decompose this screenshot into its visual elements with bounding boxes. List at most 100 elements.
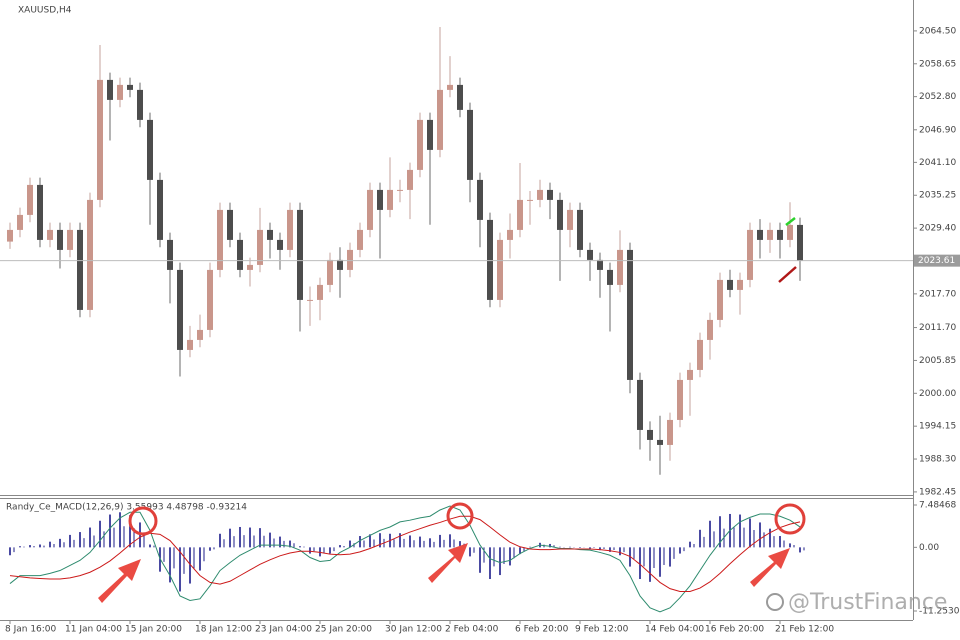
candle-body bbox=[67, 229, 73, 250]
watermark: @TrustFinance bbox=[766, 590, 947, 615]
candle-body bbox=[297, 209, 303, 300]
candle-body bbox=[77, 229, 83, 310]
candle-body bbox=[107, 79, 113, 100]
watermark-icon bbox=[766, 593, 784, 611]
x-tick-label: 16 Feb 20:00 bbox=[705, 625, 764, 635]
candle-body bbox=[467, 109, 473, 180]
candle-body bbox=[27, 184, 33, 215]
candle-body bbox=[557, 199, 563, 230]
candle-body bbox=[287, 209, 293, 250]
candle-body bbox=[127, 84, 133, 90]
candle-body bbox=[797, 224, 803, 261]
indicator-title: Randy_Ce_MACD(12,26,9) 3.55993 4.48798 -… bbox=[6, 503, 247, 513]
candle-body bbox=[537, 189, 543, 200]
candle-body bbox=[717, 279, 723, 320]
candle-body bbox=[187, 339, 193, 350]
candle-body bbox=[227, 209, 233, 240]
candle-body bbox=[347, 249, 353, 270]
candle-body bbox=[667, 419, 673, 445]
candle-body bbox=[577, 209, 583, 250]
candle-body bbox=[17, 214, 23, 230]
highlight-circle bbox=[446, 502, 474, 530]
candle-body bbox=[687, 369, 693, 380]
candle-body bbox=[137, 89, 143, 120]
x-tick-label: 2 Feb 04:00 bbox=[445, 625, 499, 635]
candle-body bbox=[337, 259, 343, 270]
y-tick-label: 1994.15 bbox=[919, 422, 956, 432]
watermark-text: @TrustFinance bbox=[788, 590, 947, 615]
candle-body bbox=[787, 224, 793, 240]
candle-body bbox=[777, 229, 783, 240]
candle-body bbox=[387, 189, 393, 210]
candle-body bbox=[587, 249, 593, 260]
candle-body bbox=[597, 259, 603, 270]
x-tick-label: 8 Jan 16:00 bbox=[5, 625, 57, 635]
candle-body bbox=[767, 229, 773, 240]
x-tick-label: 11 Jan 04:00 bbox=[65, 625, 122, 635]
candle-body bbox=[477, 179, 483, 220]
y-tick-label: 2000.00 bbox=[919, 389, 956, 399]
y-tick-label: 2005.85 bbox=[919, 356, 956, 366]
candle-body bbox=[497, 239, 503, 300]
candle-body bbox=[617, 249, 623, 285]
candle-body bbox=[437, 89, 443, 150]
candle-body bbox=[527, 199, 533, 201]
y-tick-label: 2041.10 bbox=[919, 158, 956, 168]
y-tick-label: -11.25306 bbox=[919, 607, 960, 617]
x-tick-label: 15 Jan 20:00 bbox=[125, 625, 182, 635]
marker bbox=[785, 217, 796, 226]
highlight-circle bbox=[128, 506, 158, 536]
y-tick-label: 2017.70 bbox=[919, 289, 956, 299]
candle-body bbox=[87, 199, 93, 310]
y-tick-label: 2058.65 bbox=[919, 59, 956, 69]
candle-body bbox=[737, 279, 743, 290]
y-tick-label: 2035.25 bbox=[919, 191, 956, 201]
candle-body bbox=[757, 229, 763, 240]
y-tick-label: 0.00 bbox=[919, 543, 939, 553]
candle-body bbox=[277, 239, 283, 250]
candle-body bbox=[647, 429, 653, 440]
candle-body bbox=[427, 119, 433, 150]
candle-body bbox=[237, 239, 243, 270]
price-label-bg bbox=[914, 254, 960, 267]
y-tick-label: 2064.50 bbox=[919, 26, 956, 36]
candle-body bbox=[147, 119, 153, 180]
y-tick-label: 2011.70 bbox=[919, 323, 956, 333]
y-tick-label: 2029.40 bbox=[919, 224, 956, 234]
candle-body bbox=[117, 84, 123, 100]
candle-body bbox=[197, 329, 203, 340]
price-label: 2023.61 bbox=[918, 256, 955, 266]
candle-body bbox=[637, 379, 643, 430]
candle-body bbox=[517, 199, 523, 230]
arrow bbox=[428, 543, 468, 583]
x-tick-label: 18 Jan 12:00 bbox=[195, 625, 252, 635]
candle-body bbox=[327, 259, 333, 285]
arrow bbox=[750, 548, 790, 587]
y-tick-label: 1982.45 bbox=[919, 487, 956, 497]
candle-body bbox=[677, 379, 683, 420]
candle-body bbox=[487, 219, 493, 300]
candle-body bbox=[177, 269, 183, 350]
candle-body bbox=[417, 119, 423, 170]
candle-body bbox=[167, 239, 173, 270]
arrows bbox=[98, 543, 790, 603]
x-tick-label: 23 Jan 04:00 bbox=[255, 625, 312, 635]
candle-body bbox=[97, 79, 103, 200]
chart-title: XAUUSD,H4 bbox=[18, 6, 72, 16]
y-tick-label: 2046.90 bbox=[919, 125, 956, 135]
candle-body bbox=[697, 339, 703, 370]
x-tick-label: 9 Feb 12:00 bbox=[575, 625, 629, 635]
candle-body bbox=[37, 184, 43, 240]
candle-body bbox=[307, 299, 313, 301]
candle-body bbox=[447, 84, 453, 90]
candle-body bbox=[457, 84, 463, 110]
candle-body bbox=[247, 264, 253, 270]
x-tick-label: 14 Feb 04:00 bbox=[645, 625, 704, 635]
candle-body bbox=[257, 229, 263, 265]
candle-body bbox=[547, 189, 553, 200]
candle-body bbox=[507, 229, 513, 240]
candle-body bbox=[157, 179, 163, 240]
y-tick-label: 1988.30 bbox=[919, 455, 956, 465]
